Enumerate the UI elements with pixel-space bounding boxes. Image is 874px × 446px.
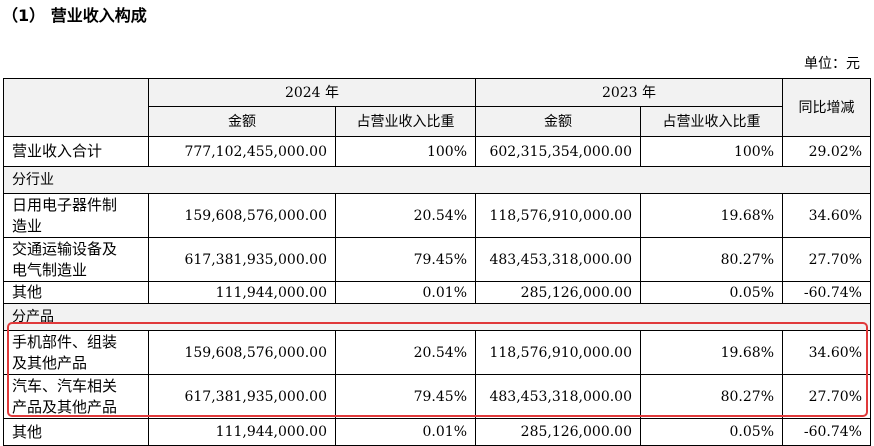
value-cell: 159,608,576,000.00 bbox=[148, 330, 336, 375]
value-cell: 483,453,318,000.00 bbox=[475, 237, 641, 282]
value-cell: 617,381,935,000.00 bbox=[148, 237, 336, 282]
header-year: 2023 年 bbox=[475, 78, 783, 107]
section-label: 分产品 bbox=[3, 303, 871, 331]
value-cell: 29.02% bbox=[782, 136, 871, 167]
header-year: 2024 年 bbox=[148, 78, 476, 107]
value-cell: 285,126,000.00 bbox=[475, 281, 641, 304]
row-label-text: 手机部件、组装及其他产品 bbox=[12, 332, 118, 372]
table-row: 日用电子器件制造业 159,608,576,000.00 20.54% 118,576… bbox=[3, 193, 871, 238]
row-label: 手机部件、组装及其他产品 bbox=[3, 330, 149, 375]
row-label: 其他 bbox=[3, 418, 149, 446]
header-row: 金额 占营业收入比重 金额 占营业收入比重 bbox=[4, 106, 871, 137]
header-column: 金额 bbox=[148, 106, 336, 137]
value-cell: 159,608,576,000.00 bbox=[148, 193, 336, 238]
table-row: 手机部件、组装及其他产品 159,608,576,000.00 20.54% 118,… bbox=[3, 330, 871, 375]
row-label-text: 其他 bbox=[12, 283, 43, 301]
row-label: 汽车、汽车相关产品及其他产品 bbox=[3, 374, 149, 419]
value-cell: 27.70% bbox=[782, 374, 871, 419]
table-row: 营业收入合计 777,102,455,000.00 100% 602,315,354,… bbox=[3, 136, 871, 167]
row-label-text: 汽车、汽车相关产品及其他产品 bbox=[12, 376, 118, 416]
value-cell: 100% bbox=[335, 136, 476, 167]
value-cell: 19.68% bbox=[640, 193, 783, 238]
header-column: 金额 bbox=[475, 106, 641, 137]
value-cell: 0.01% bbox=[335, 418, 476, 446]
row-label: 交通运输设备及电气制造业 bbox=[3, 237, 149, 282]
row-label: 营业收入合计 bbox=[3, 136, 149, 167]
table-row: 其他 111,944,000.00 0.01% 285,126,000.00 0.05%… bbox=[3, 281, 871, 304]
value-cell: 0.01% bbox=[335, 281, 476, 304]
row-label: 日用电子器件制造业 bbox=[3, 193, 149, 238]
unit: 单位：元 bbox=[804, 56, 860, 72]
value-cell: 111,944,000.00 bbox=[148, 418, 336, 446]
value-cell: 0.05% bbox=[640, 418, 783, 446]
value-cell: 80.27% bbox=[640, 237, 783, 282]
revenue-table: 2024 年 2023 年 同比增减 金额 占营业收入比重 金额 占营业收入比重… bbox=[3, 78, 871, 446]
table-body: 2024 年 2023 年 同比增减 金额 占营业收入比重 金额 占营业收入比重… bbox=[3, 78, 871, 446]
header-yoy: 同比增减 bbox=[782, 78, 871, 137]
title: （1） 营业收入构成 bbox=[2, 6, 147, 25]
value-cell: 100% bbox=[640, 136, 783, 167]
row-label-text: 营业收入合计 bbox=[12, 142, 103, 160]
value-cell: 118,576,910,000.00 bbox=[475, 330, 641, 375]
value-cell: 777,102,455,000.00 bbox=[148, 136, 336, 167]
value-cell: 34.60% bbox=[782, 193, 871, 238]
row-label-text: 日用电子器件制造业 bbox=[12, 195, 118, 235]
value-cell: 20.54% bbox=[335, 193, 476, 238]
table-row: 分行业 bbox=[3, 166, 871, 194]
value-cell: 0.05% bbox=[640, 281, 783, 304]
value-cell: 285,126,000.00 bbox=[475, 418, 641, 446]
value-cell: 20.54% bbox=[335, 330, 476, 375]
value-cell: 111,944,000.00 bbox=[148, 281, 336, 304]
row-label: 其他 bbox=[3, 281, 149, 304]
table-row: 汽车、汽车相关产品及其他产品 617,381,935,000.00 79.45% 48… bbox=[3, 374, 871, 419]
value-cell: 79.45% bbox=[335, 237, 476, 282]
value-cell: 19.68% bbox=[640, 330, 783, 375]
value-cell: 118,576,910,000.00 bbox=[475, 193, 641, 238]
value-cell: 27.70% bbox=[782, 237, 871, 282]
section-label: 分行业 bbox=[3, 166, 871, 194]
table-row: 分产品 bbox=[3, 303, 871, 331]
table-row: 其他 111,944,000.00 0.01% 285,126,000.00 0.05%… bbox=[3, 418, 871, 446]
row-label-text: 交通运输设备及电气制造业 bbox=[12, 239, 118, 279]
row-label-text: 其他 bbox=[12, 422, 43, 441]
value-cell: 483,453,318,000.00 bbox=[475, 374, 641, 419]
value-cell: 34.60% bbox=[782, 330, 871, 375]
value-cell: 617,381,935,000.00 bbox=[148, 374, 336, 419]
value-cell: 80.27% bbox=[640, 374, 783, 419]
value-cell: 602,315,354,000.00 bbox=[475, 136, 641, 167]
table-row: 交通运输设备及电气制造业 617,381,935,000.00 79.45% 483,… bbox=[3, 237, 871, 282]
value-cell: -60.74% bbox=[782, 418, 871, 446]
header-column: 占营业收入比重 bbox=[335, 106, 476, 137]
value-cell: -60.74% bbox=[782, 281, 871, 304]
header-row: 2024 年 2023 年 同比增减 bbox=[3, 78, 871, 137]
value-cell: 79.45% bbox=[335, 374, 476, 419]
header-cell bbox=[3, 78, 149, 137]
header-column: 占营业收入比重 bbox=[640, 106, 783, 137]
